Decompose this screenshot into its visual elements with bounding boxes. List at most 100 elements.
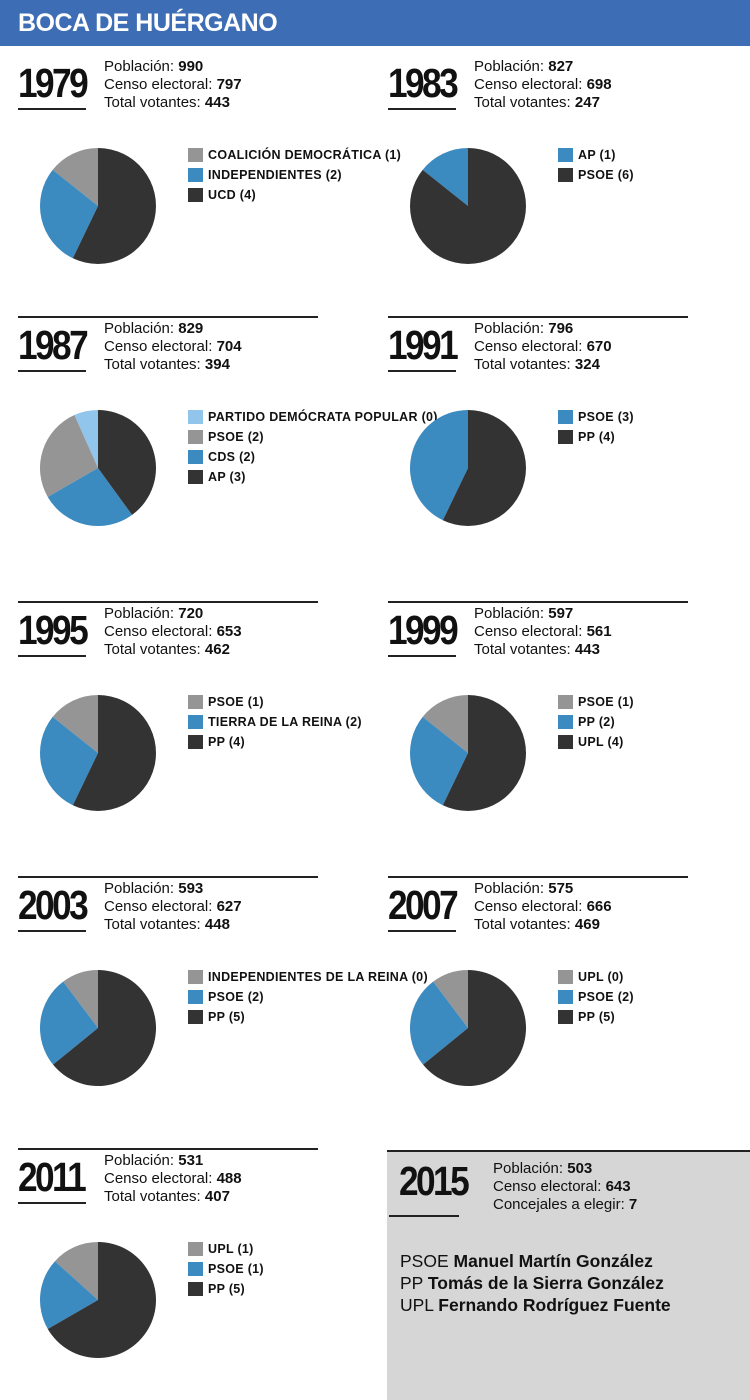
pie-slice (410, 148, 526, 264)
pie-slice (410, 410, 468, 521)
pie-chart (410, 970, 526, 1086)
divider (18, 316, 318, 318)
legend-label: UCD (4) (208, 188, 256, 202)
legend-item: PSOE (2) (558, 987, 634, 1007)
legend-item: UPL (4) (558, 732, 634, 752)
votantes-value: 462 (204, 641, 230, 658)
censo-label: Censo electoral: (104, 623, 213, 640)
candidate-party: PSOE (400, 1251, 449, 1271)
legend-label: PSOE (1) (208, 1262, 264, 1276)
legend-swatch (188, 1262, 203, 1276)
stats-block: Población: 503 Censo electoral: 643 Conc… (493, 1160, 637, 1214)
legend-label: CDS (2) (208, 450, 256, 464)
pie-slice (72, 148, 156, 264)
legend-swatch (188, 430, 203, 444)
candidate-name: Tomás de la Sierra González (427, 1273, 664, 1293)
pie-slice (47, 468, 133, 526)
pie-slice (72, 695, 156, 811)
legend-item: PP (4) (558, 427, 634, 447)
votantes-value: 448 (204, 916, 230, 933)
legend-swatch (558, 168, 573, 182)
divider (18, 1148, 318, 1150)
election-panel-1995: 1995 Población: 720 Censo electoral: 653 To… (18, 601, 362, 845)
votantes-value: 247 (574, 94, 600, 111)
legend-swatch (188, 1242, 203, 1256)
legend: PARTIDO DEMÓCRATA POPULAR (0) PSOE (2) CDS… (188, 407, 438, 487)
candidate-row: PP Tomás de la Sierra González (400, 1272, 671, 1294)
year-label: 1991 (388, 322, 459, 368)
pie-slice (98, 410, 156, 515)
election-panel-1987: 1987 Población: 829 Censo electoral: 704 To… (18, 316, 437, 560)
divider (388, 876, 688, 878)
divider (388, 601, 688, 603)
pie-slice (53, 970, 156, 1086)
censo-label: Censo electoral: (493, 1178, 602, 1195)
censo-value: 797 (216, 76, 242, 93)
poblacion-value: 829 (178, 320, 204, 337)
year-label: 1995 (18, 607, 89, 653)
legend-item: PP (5) (558, 1007, 634, 1027)
legend-swatch (188, 990, 203, 1004)
poblacion-value: 531 (178, 1152, 204, 1169)
legend-swatch (558, 430, 573, 444)
poblacion-label: Población: (104, 320, 175, 337)
pie-chart (39, 410, 156, 526)
legend-swatch (558, 715, 573, 729)
poblacion-label: Población: (474, 605, 545, 622)
year-label: 2011 (18, 1154, 87, 1200)
legend: PSOE (3) PP (4) (558, 407, 634, 447)
censo-value: 653 (216, 623, 242, 640)
legend-item: UPL (0) (558, 967, 634, 987)
legend-label: AP (1) (578, 148, 616, 162)
legend-swatch (558, 410, 573, 424)
year-label: 1987 (18, 322, 89, 368)
year-underline (18, 655, 86, 657)
elections-2015-box: 2015 Población: 503 Censo electoral: 643… (387, 1150, 750, 1400)
legend-item: PSOE (2) (188, 987, 428, 1007)
censo-label: Censo electoral: (104, 898, 213, 915)
legend-swatch (188, 970, 203, 984)
concejales-value: 7 (628, 1196, 638, 1213)
censo-label: Censo electoral: (474, 898, 583, 915)
legend-item: PP (2) (558, 712, 634, 732)
concejales-label: Concejales a elegir: (493, 1196, 625, 1213)
candidate-row: UPL Fernando Rodríguez Fuente (400, 1294, 671, 1316)
pie-slice (52, 695, 98, 753)
year-underline (18, 108, 86, 110)
pie-slice (39, 716, 98, 806)
legend-item: PP (4) (188, 732, 362, 752)
legend-label: PP (4) (578, 430, 615, 444)
legend-swatch (188, 1010, 203, 1024)
legend-item: PSOE (1) (188, 692, 362, 712)
votantes-label: Total votantes: (104, 916, 201, 933)
pie-slice (422, 695, 468, 753)
year-label: 2007 (388, 882, 459, 928)
legend-item: CDS (2) (188, 447, 438, 467)
legend-item: PP (5) (188, 1007, 428, 1027)
legend: COALICIÓN DEMOCRÁTICA (1) INDEPENDIENTES … (188, 145, 401, 205)
votantes-label: Total votantes: (104, 356, 201, 373)
stats-block: Población: 575 Censo electoral: 666 Total … (474, 880, 612, 934)
divider (18, 876, 318, 878)
poblacion-value: 827 (548, 58, 574, 75)
header-bar: BOCA DE HUÉRGANO (0, 0, 750, 46)
legend-label: UPL (1) (208, 1242, 254, 1256)
votantes-label: Total votantes: (104, 94, 201, 111)
candidate-name: Manuel Martín González (453, 1251, 653, 1271)
votantes-label: Total votantes: (474, 916, 571, 933)
pie-slice (39, 415, 98, 497)
year-underline (18, 370, 86, 372)
censo-label: Censo electoral: (474, 623, 583, 640)
pie-slice (433, 970, 468, 1028)
year-label: 1979 (18, 60, 89, 106)
legend-label: PSOE (3) (578, 410, 634, 424)
legend: PSOE (1) TIERRA DE LA REINA (2) PP (4) (188, 692, 362, 752)
legend-label: PSOE (1) (578, 695, 634, 709)
legend-label: PP (2) (578, 715, 615, 729)
legend-swatch (188, 188, 203, 202)
poblacion-value: 720 (178, 605, 204, 622)
legend-label: UPL (4) (578, 735, 624, 749)
votantes-value: 443 (574, 641, 600, 658)
legend-swatch (188, 410, 203, 424)
year-underline (388, 370, 456, 372)
